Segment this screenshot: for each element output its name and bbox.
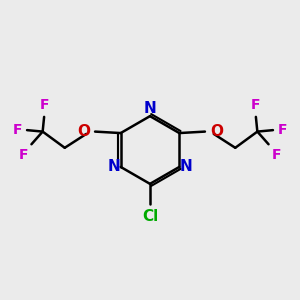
Text: F: F (39, 98, 49, 112)
Text: O: O (77, 124, 90, 139)
Text: F: F (272, 148, 282, 162)
Text: F: F (18, 148, 28, 162)
Text: F: F (13, 123, 22, 137)
Text: N: N (179, 159, 192, 174)
Text: F: F (278, 123, 287, 137)
Text: F: F (251, 98, 261, 112)
Text: N: N (144, 101, 156, 116)
Text: Cl: Cl (142, 209, 158, 224)
Text: O: O (210, 124, 223, 139)
Text: N: N (108, 159, 121, 174)
